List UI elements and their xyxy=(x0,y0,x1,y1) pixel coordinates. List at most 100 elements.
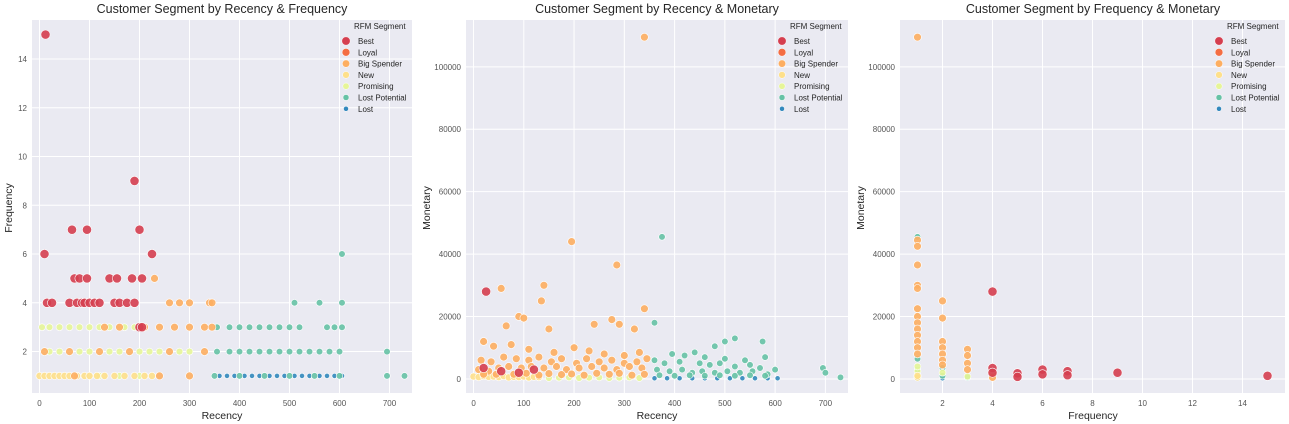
x-tick-label: 600 xyxy=(768,399,782,408)
series-lost-potential xyxy=(650,233,845,382)
data-point xyxy=(285,348,294,356)
y-tick-label: 100000 xyxy=(868,63,895,72)
scatter-points xyxy=(35,29,409,381)
data-point xyxy=(567,369,576,379)
legend-title: RFM Segment xyxy=(790,22,842,31)
data-point xyxy=(324,372,330,379)
data-point xyxy=(335,372,344,380)
data-point xyxy=(383,372,391,380)
data-point xyxy=(552,362,561,371)
data-point xyxy=(761,372,769,380)
data-point xyxy=(310,372,319,380)
data-point xyxy=(913,284,922,293)
data-point xyxy=(200,347,209,356)
data-point xyxy=(137,322,147,333)
data-point xyxy=(265,348,274,356)
data-point xyxy=(105,347,114,356)
x-tick-label: 6 xyxy=(1040,399,1045,408)
legend-marker xyxy=(778,59,786,68)
legend-marker xyxy=(342,71,350,79)
data-point xyxy=(67,224,77,235)
data-point xyxy=(260,372,269,380)
data-point xyxy=(519,313,528,323)
data-point xyxy=(594,357,604,366)
data-point xyxy=(721,355,729,363)
data-point xyxy=(620,351,629,360)
data-point xyxy=(476,356,486,365)
x-axis-label: Frequency xyxy=(1068,410,1118,422)
data-point xyxy=(605,370,614,379)
data-point xyxy=(338,323,346,331)
data-point xyxy=(513,367,524,378)
data-point xyxy=(1112,367,1123,378)
data-point xyxy=(642,354,652,363)
x-tick-label: 12 xyxy=(1188,399,1197,408)
gridlines xyxy=(900,20,1285,393)
data-point xyxy=(290,299,299,307)
data-point xyxy=(70,371,79,381)
data-point xyxy=(913,371,922,380)
data-point xyxy=(615,369,624,378)
data-point xyxy=(115,347,124,356)
data-point xyxy=(640,32,649,42)
data-point xyxy=(706,361,714,369)
data-point xyxy=(225,323,234,331)
data-point xyxy=(120,371,129,380)
data-point xyxy=(1037,369,1048,380)
data-point xyxy=(110,371,119,380)
data-point xyxy=(587,362,596,371)
data-point xyxy=(557,354,566,363)
data-point xyxy=(723,367,732,375)
data-point xyxy=(499,352,508,362)
legend-entry-label: Big Spender xyxy=(794,60,838,69)
data-point xyxy=(630,324,639,334)
legend-entry-label: Lost xyxy=(794,105,810,114)
data-point xyxy=(129,297,140,308)
data-point xyxy=(599,363,609,373)
data-point xyxy=(65,323,74,331)
legend-marker xyxy=(778,94,786,101)
data-point xyxy=(589,320,599,329)
data-point xyxy=(612,260,621,270)
data-point xyxy=(913,304,922,313)
data-point xyxy=(299,372,305,379)
data-point xyxy=(323,323,331,331)
data-point xyxy=(140,371,149,380)
data-point xyxy=(85,347,94,356)
data-point xyxy=(82,273,92,284)
data-point xyxy=(678,366,686,374)
x-tick-label: 8 xyxy=(1090,399,1095,408)
data-point xyxy=(295,348,304,356)
data-point xyxy=(549,348,559,357)
y-tick-label: 0 xyxy=(891,375,896,384)
data-point xyxy=(129,175,140,186)
data-point xyxy=(95,347,104,356)
data-point xyxy=(539,281,549,290)
data-point xyxy=(675,358,684,366)
data-point xyxy=(185,347,194,356)
data-point xyxy=(40,29,51,40)
data-point xyxy=(963,351,972,360)
data-point xyxy=(615,320,624,329)
data-point xyxy=(821,369,830,377)
data-point xyxy=(175,347,184,356)
data-point xyxy=(275,323,284,331)
data-point xyxy=(249,372,255,379)
legend-marker xyxy=(341,48,351,57)
data-point xyxy=(507,340,516,349)
x-tick-label: 700 xyxy=(383,399,397,408)
data-point xyxy=(479,337,488,346)
data-point xyxy=(627,371,637,380)
data-point xyxy=(40,347,49,356)
data-point xyxy=(512,354,521,363)
plot-area xyxy=(466,20,848,393)
data-point xyxy=(134,224,145,235)
data-point xyxy=(836,373,845,382)
legend: RFM Segment Best Loyal Big Spender New Promis… xyxy=(1214,22,1280,114)
data-point xyxy=(987,367,998,378)
x-tick-label: 700 xyxy=(819,399,833,408)
data-point xyxy=(731,372,739,380)
legend-marker xyxy=(777,36,787,46)
data-point xyxy=(938,296,947,306)
data-point xyxy=(489,342,498,351)
